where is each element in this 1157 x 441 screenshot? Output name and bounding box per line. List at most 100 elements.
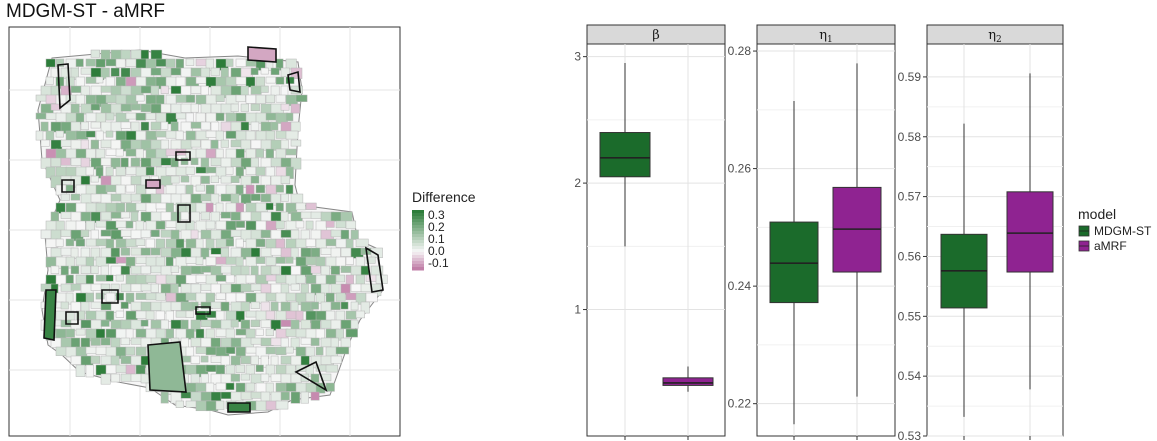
map-tract <box>245 274 256 284</box>
map-tract <box>335 346 349 355</box>
map-tract <box>255 148 264 158</box>
map-tract <box>275 256 286 264</box>
map-tract <box>290 157 302 170</box>
y-tick-label: 0.28 <box>728 44 752 58</box>
map-tract <box>230 175 240 183</box>
map-tract <box>145 166 155 176</box>
map-tract <box>230 355 241 366</box>
map-tract <box>95 292 105 300</box>
map-tract <box>135 94 145 102</box>
map-tract <box>330 301 341 310</box>
map-tract <box>255 364 264 372</box>
map-tract <box>255 328 264 336</box>
map-tract <box>60 229 71 237</box>
map-tract <box>90 247 101 261</box>
map-tract <box>90 355 101 364</box>
map-tract <box>250 319 261 328</box>
map-tract <box>265 76 276 84</box>
map-tract <box>330 355 342 364</box>
map-tract <box>310 337 320 346</box>
map-tract <box>95 130 104 141</box>
map-tract <box>65 328 75 338</box>
map-tract <box>105 310 115 322</box>
map-tract <box>295 202 306 211</box>
map-tract <box>140 319 149 327</box>
model-legend-label: aMRF <box>1094 239 1127 253</box>
map-tract <box>290 139 302 147</box>
map-tract <box>215 400 225 410</box>
map-tract <box>185 166 195 175</box>
map-tract <box>95 274 106 282</box>
map-tract <box>300 391 309 404</box>
map-tract <box>140 229 151 239</box>
map-tract <box>185 310 194 318</box>
map-highlighted-tract <box>287 70 301 93</box>
map-tract <box>215 94 225 102</box>
y-tick-label: 0.24 <box>728 279 752 293</box>
map-tract <box>50 265 60 274</box>
map-tract <box>100 373 111 385</box>
map-tract <box>280 67 290 77</box>
map-tract <box>120 337 130 346</box>
map-tract <box>360 301 370 314</box>
y-tick-label: 0.22 <box>728 397 752 411</box>
map-tract <box>35 130 44 141</box>
map-tract <box>120 265 131 275</box>
map-tract <box>260 355 269 368</box>
map-tract <box>305 220 314 230</box>
map-highlighted-tracts <box>43 46 384 413</box>
map-legend-color-step <box>412 255 424 259</box>
map-tract <box>190 355 200 364</box>
map-tract <box>110 157 121 169</box>
map-tract <box>90 175 99 183</box>
map-tract <box>55 130 64 138</box>
map-tract <box>270 265 281 275</box>
map-tract <box>220 355 230 367</box>
map-tract <box>210 67 220 76</box>
map-highlighted-tract <box>247 46 277 63</box>
map-tract <box>345 256 354 265</box>
map-tract <box>75 58 84 67</box>
map-tract <box>175 130 184 140</box>
map-tract <box>210 193 220 205</box>
map-tract <box>265 346 276 355</box>
map-tract <box>330 265 340 275</box>
map-highlighted-tract <box>147 341 187 393</box>
map-tract <box>140 265 151 275</box>
map-tract <box>110 67 120 77</box>
map-tract <box>285 148 297 156</box>
map-tract <box>85 220 96 232</box>
map-legend-color-step <box>412 228 424 232</box>
map-tract <box>285 346 294 354</box>
box-iqr <box>662 377 714 386</box>
map-tract <box>200 355 209 363</box>
map-tract <box>120 247 130 256</box>
map-tract <box>240 373 250 381</box>
map-tract <box>260 193 271 203</box>
map-legend-color-step <box>412 261 424 265</box>
map-tract <box>275 184 284 193</box>
map-tract <box>255 238 266 247</box>
map-tract <box>260 229 271 238</box>
map-tract <box>190 229 199 239</box>
map-tract <box>225 58 234 67</box>
map-tract <box>275 400 289 410</box>
map-tract <box>85 130 96 138</box>
map-tract <box>305 292 315 302</box>
map-tract <box>115 274 124 282</box>
map-tract <box>290 283 300 291</box>
map-tract <box>290 103 300 114</box>
map-tract <box>190 175 201 187</box>
map-tract <box>85 58 96 67</box>
map-tract <box>105 292 116 302</box>
map-tract <box>305 202 317 210</box>
map-tract <box>335 292 346 302</box>
map-tract <box>130 157 141 167</box>
map-tract <box>260 175 271 188</box>
map-tract <box>90 211 101 223</box>
map-legend-color-step <box>412 234 424 238</box>
map-legend-color-step <box>412 267 424 271</box>
map-tract <box>135 238 146 246</box>
map-tract <box>270 193 281 206</box>
